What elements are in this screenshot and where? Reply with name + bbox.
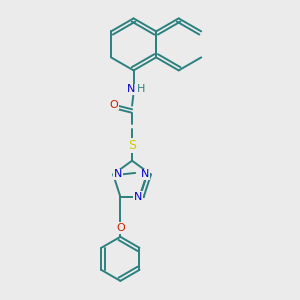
Text: O: O [109, 100, 118, 110]
Text: N: N [141, 169, 150, 179]
Text: N: N [114, 169, 122, 179]
Text: H: H [137, 84, 146, 94]
Text: O: O [116, 223, 125, 233]
Text: N: N [134, 192, 142, 202]
Text: S: S [128, 139, 136, 152]
Text: N: N [127, 84, 135, 94]
